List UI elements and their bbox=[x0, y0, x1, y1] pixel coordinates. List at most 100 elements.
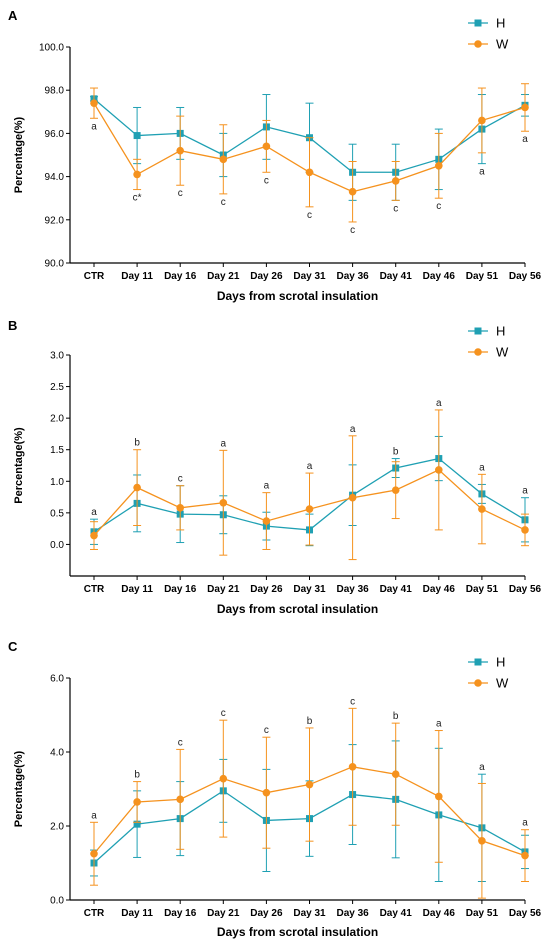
significance-label: c bbox=[307, 210, 312, 221]
x-tick-label: Day 16 bbox=[164, 271, 197, 282]
x-tick-label: Day 51 bbox=[466, 908, 499, 919]
significance-label: b bbox=[393, 711, 399, 722]
data-point bbox=[478, 837, 486, 845]
x-tick-label: Day 56 bbox=[509, 908, 542, 919]
significance-label: c* bbox=[133, 193, 142, 204]
x-tick-label: CTR bbox=[84, 584, 105, 595]
y-tick-label: 100.0 bbox=[39, 43, 64, 54]
data-point bbox=[305, 780, 314, 789]
x-tick-label: CTR bbox=[84, 908, 105, 919]
x-tick-label: Day 11 bbox=[121, 584, 153, 595]
significance-label: b bbox=[134, 438, 140, 449]
x-tick-label: Day 51 bbox=[466, 271, 499, 282]
x-tick-label: Day 56 bbox=[509, 584, 542, 595]
data-point bbox=[133, 170, 141, 179]
data-point bbox=[391, 177, 400, 185]
y-tick-label: 2.0 bbox=[50, 822, 64, 833]
data-point bbox=[435, 162, 443, 170]
data-point bbox=[348, 187, 357, 196]
x-tick-label: Day 36 bbox=[336, 584, 369, 595]
x-tick-label: Day 21 bbox=[207, 584, 240, 595]
significance-label: c bbox=[221, 708, 226, 719]
data-point bbox=[348, 763, 357, 771]
y-tick-label: 3.0 bbox=[50, 351, 64, 362]
legend-marker bbox=[474, 658, 482, 666]
data-point bbox=[176, 795, 184, 804]
data-point bbox=[391, 770, 400, 778]
legend-entry-w: W bbox=[468, 676, 509, 691]
significance-label: a bbox=[522, 818, 528, 829]
legend-entry-h: H bbox=[468, 324, 505, 339]
significance-label: a bbox=[479, 167, 485, 178]
x-tick-label: Day 11 bbox=[121, 271, 153, 282]
y-tick-label: 6.0 bbox=[50, 674, 64, 685]
x-tick-label: CTR bbox=[84, 271, 105, 282]
data-point bbox=[90, 99, 98, 107]
y-axis-title: Percentage(%) bbox=[13, 750, 25, 827]
y-tick-label: 1.0 bbox=[50, 477, 64, 488]
significance-label: a bbox=[221, 438, 227, 449]
legend-entry-h: H bbox=[468, 655, 505, 670]
x-tick-label: Day 46 bbox=[423, 271, 456, 282]
x-tick-label: Day 51 bbox=[466, 584, 499, 595]
chart-panel-c: C 0.0 2.0 4.0 6.0 Percentage(%) CTR Day 11 Day 1… bbox=[8, 639, 542, 939]
data-point bbox=[176, 504, 184, 512]
x-tick-label: Day 16 bbox=[164, 584, 197, 595]
x-tick-label: Day 41 bbox=[380, 908, 413, 919]
significance-label: a bbox=[264, 481, 270, 492]
data-point bbox=[521, 103, 529, 112]
y-tick-label: 90.0 bbox=[45, 259, 65, 270]
significance-label: c bbox=[178, 737, 183, 748]
data-point bbox=[435, 466, 443, 474]
data-point bbox=[305, 168, 314, 177]
y-tick-label: 0.0 bbox=[50, 540, 64, 551]
data-point bbox=[521, 526, 529, 534]
significance-label: c bbox=[221, 197, 226, 208]
data-point bbox=[262, 517, 271, 525]
x-tick-label: Day 11 bbox=[121, 908, 153, 919]
legend-marker bbox=[474, 40, 482, 48]
y-tick-label: 96.0 bbox=[45, 129, 65, 140]
data-point bbox=[90, 849, 98, 858]
significance-label: c bbox=[350, 696, 355, 707]
legend-entry-w: W bbox=[468, 345, 509, 360]
x-axis-title: Days from scrotal insulation bbox=[217, 925, 378, 939]
y-tick-label: 2.0 bbox=[50, 414, 64, 425]
data-point bbox=[521, 851, 529, 860]
x-tick-label: Day 41 bbox=[380, 271, 413, 282]
significance-label: a bbox=[436, 398, 442, 409]
data-point bbox=[262, 142, 271, 151]
legend-marker bbox=[474, 327, 482, 335]
x-tick-label: Day 26 bbox=[250, 271, 283, 282]
significance-label: a bbox=[522, 134, 528, 145]
significance-label: a bbox=[479, 762, 485, 773]
data-point bbox=[435, 792, 443, 801]
x-tick-label: Day 46 bbox=[423, 908, 456, 919]
significance-label: a bbox=[307, 461, 313, 472]
series-w bbox=[90, 83, 529, 223]
legend-label: W bbox=[496, 345, 509, 360]
significance-label: b bbox=[393, 447, 399, 458]
significance-label: c bbox=[393, 203, 398, 214]
x-axis-title: Days from scrotal insulation bbox=[217, 289, 378, 303]
x-axis-title: Days from scrotal insulation bbox=[217, 602, 378, 616]
legend-label: W bbox=[496, 676, 509, 691]
significance-label: c bbox=[264, 725, 269, 736]
series-w bbox=[90, 409, 529, 561]
legend-label: H bbox=[496, 324, 505, 339]
x-tick-label: Day 36 bbox=[336, 908, 369, 919]
significance-label: a bbox=[350, 424, 356, 435]
x-tick-label: Day 21 bbox=[207, 271, 240, 282]
x-tick-label: Day 41 bbox=[380, 584, 413, 595]
legend-marker bbox=[474, 19, 482, 27]
y-tick-label: 98.0 bbox=[45, 86, 65, 97]
x-tick-label: Day 26 bbox=[250, 584, 283, 595]
y-tick-label: 4.0 bbox=[50, 748, 64, 759]
y-axis-title: Percentage(%) bbox=[13, 116, 25, 193]
significance-label: a bbox=[91, 121, 97, 132]
significance-label: c bbox=[178, 474, 183, 485]
y-tick-label: 1.5 bbox=[50, 445, 64, 456]
data-point bbox=[348, 493, 357, 502]
y-axis-title: Percentage(%) bbox=[13, 427, 25, 504]
data-point bbox=[133, 483, 141, 492]
